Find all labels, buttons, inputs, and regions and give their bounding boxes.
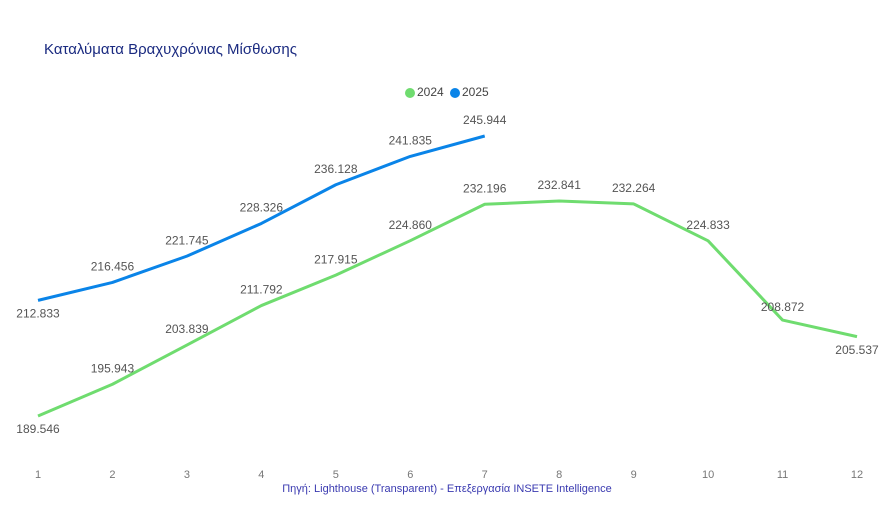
legend-label: 2024 — [417, 85, 444, 99]
x-tick-label: 8 — [556, 469, 562, 481]
legend-marker — [450, 88, 460, 98]
value-label: 205.537 — [835, 343, 879, 357]
x-tick-label: 2 — [109, 469, 115, 481]
value-label: 208.872 — [761, 300, 805, 314]
value-label: 236.128 — [314, 162, 358, 176]
value-label: 203.839 — [165, 322, 209, 336]
value-label: 217.915 — [314, 252, 358, 266]
x-tick-label: 6 — [407, 469, 413, 481]
chart-title: Καταλύματα Βραχυχρόνιας Μίσθωσης — [44, 41, 297, 58]
value-label: 195.943 — [91, 361, 135, 375]
x-tick-label: 11 — [777, 469, 788, 481]
value-label: 224.833 — [686, 218, 730, 232]
x-tick-label: 10 — [702, 469, 714, 481]
value-label: 189.546 — [16, 422, 60, 436]
legend-label: 2025 — [462, 85, 489, 99]
value-label: 211.792 — [240, 283, 283, 297]
series-line — [37, 134, 486, 302]
value-label: 216.456 — [91, 260, 135, 274]
value-label: 232.841 — [537, 178, 581, 192]
x-tick-label: 1 — [35, 469, 41, 481]
x-tick-label: 7 — [482, 469, 488, 481]
source: Πηγή: Lighthouse (Transparent) - Επεξεργ… — [282, 483, 612, 495]
value-label: 228.326 — [240, 201, 284, 215]
x-tick-label: 5 — [333, 469, 339, 481]
legend-marker — [405, 88, 415, 98]
value-label: 241.835 — [389, 134, 433, 148]
x-tick-label: 9 — [631, 469, 637, 481]
value-label: 245.944 — [463, 113, 507, 127]
x-tick-label: 3 — [184, 469, 190, 481]
value-label: 224.860 — [389, 218, 433, 232]
series-line — [37, 199, 858, 418]
x-tick-label: 12 — [851, 469, 863, 481]
value-label: 232.196 — [463, 181, 507, 195]
value-label: 212.833 — [16, 307, 60, 321]
x-tick-label: 4 — [258, 469, 264, 481]
value-label: 232.264 — [612, 181, 656, 195]
value-label: 221.745 — [165, 233, 209, 247]
